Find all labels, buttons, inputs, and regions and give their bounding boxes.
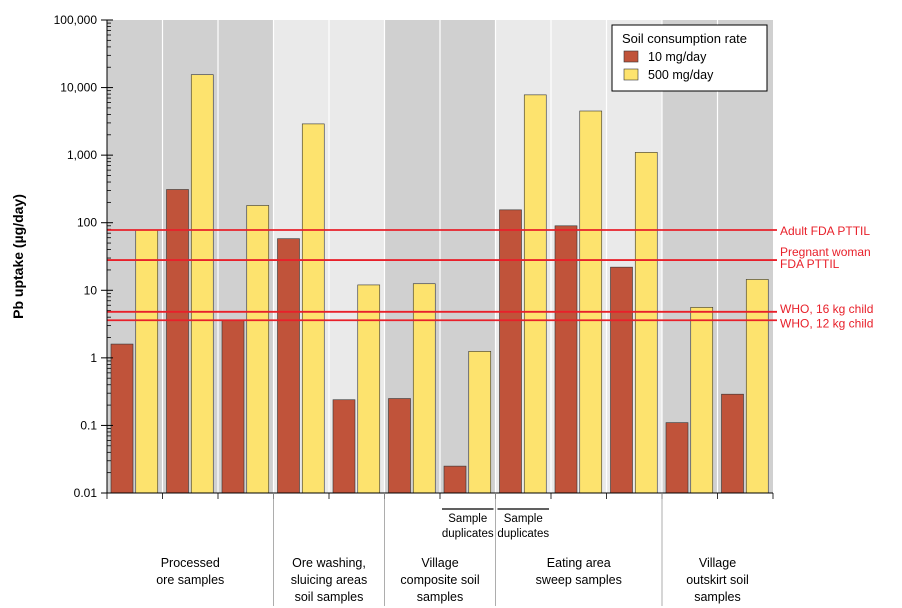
group-label: sweep samples <box>536 573 622 587</box>
bar-10mg-3 <box>277 238 300 494</box>
bar-500mg-6 <box>468 351 492 494</box>
bar-10mg-4 <box>332 399 356 494</box>
y-tick-label: 100,000 <box>54 13 98 27</box>
bar-10mg-8 <box>554 225 578 494</box>
group-label: ore samples <box>156 573 224 587</box>
y-tick-label: 1 <box>90 351 97 365</box>
y-tick-label: 0.1 <box>80 418 97 432</box>
bar-500mg-5 <box>412 283 436 494</box>
sample-duplicates-label: Sample <box>504 513 543 525</box>
y-tick-label: 1,000 <box>67 148 97 162</box>
bar-10mg-1 <box>166 189 189 494</box>
reference-line-label: Pregnant woman <box>780 245 871 259</box>
y-tick-label: 0.01 <box>74 486 98 500</box>
bar-500mg-8 <box>579 110 603 494</box>
group-label: samples <box>694 590 741 604</box>
group-label: soil samples <box>295 590 364 604</box>
y-tick-label: 10 <box>84 283 98 297</box>
group-label: Village <box>421 556 458 570</box>
reference-line-label: Adult FDA PTTIL <box>780 224 870 238</box>
bar-500mg-0 <box>135 229 159 494</box>
y-axis-label: Pb uptake (µg/day) <box>10 194 26 319</box>
group-background-3 <box>495 20 662 493</box>
bar-500mg-4 <box>357 284 381 494</box>
sample-duplicates-label: duplicates <box>497 528 549 540</box>
group-label: composite soil <box>400 573 479 587</box>
bar-10mg-7 <box>499 209 522 494</box>
bar-10mg-9 <box>610 266 633 494</box>
y-tick-label: 10,000 <box>60 81 97 95</box>
legend-entry: 10 mg/day <box>648 50 707 64</box>
sample-duplicates-label: duplicates <box>442 528 494 540</box>
group-label: sluicing areas <box>291 573 367 587</box>
bar-10mg-5 <box>388 398 411 494</box>
group-label: Village <box>699 556 736 570</box>
bar-10mg-11 <box>721 393 744 494</box>
group-label: Eating area <box>547 556 611 570</box>
bar-10mg-2 <box>221 319 245 494</box>
bar-500mg-7 <box>523 94 547 494</box>
bar-500mg-1 <box>190 74 214 494</box>
group-label: outskirt soil <box>686 573 749 587</box>
group-label: Processed <box>161 556 220 570</box>
sample-duplicates-label: Sample <box>448 513 487 525</box>
legend-swatch-0 <box>623 50 639 63</box>
bar-10mg-6 <box>443 465 467 494</box>
y-tick-label: 100 <box>77 216 97 230</box>
bar-500mg-3 <box>301 123 325 494</box>
group-label: samples <box>417 590 464 604</box>
legend-title: Soil consumption rate <box>622 31 747 46</box>
bar-500mg-9 <box>634 152 658 494</box>
group-label: Ore washing, <box>292 556 366 570</box>
legend-swatch-1 <box>623 68 639 81</box>
bar-500mg-2 <box>246 205 270 494</box>
group-background-0 <box>107 20 274 493</box>
reference-line-label: FDA PTTIL <box>780 257 840 271</box>
reference-line-label: WHO, 16 kg child <box>780 302 873 316</box>
bar-10mg-0 <box>110 343 134 494</box>
bar-10mg-10 <box>665 422 689 494</box>
reference-line-label: WHO, 12 kg child <box>780 316 873 330</box>
bar-500mg-10 <box>690 307 714 494</box>
legend-entry: 500 mg/day <box>648 68 714 82</box>
